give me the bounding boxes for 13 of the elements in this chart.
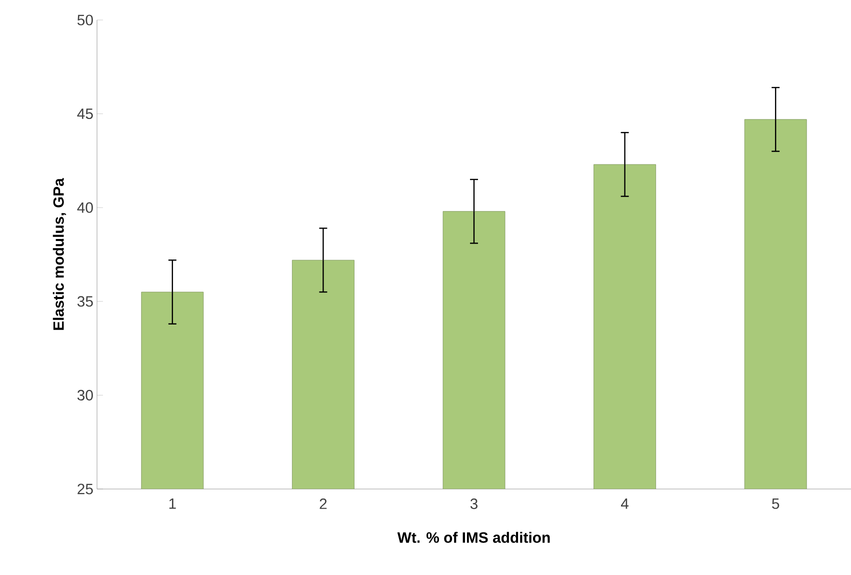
y-tick-label: 50	[77, 14, 93, 26]
y-tick-label: 30	[77, 390, 93, 400]
y-tick-label: 45	[77, 108, 93, 120]
y-tick-label: 35	[77, 296, 93, 307]
x-tick-label: 1	[169, 498, 176, 509]
x-axis-title: Wt. % of IMS addition	[397, 532, 550, 543]
x-tick-label: 4	[620, 498, 629, 509]
x-tick-label: 2	[320, 498, 327, 509]
x-tick-label: 3	[470, 498, 478, 510]
y-tick-label: 40	[77, 202, 93, 213]
y-axis-title: Elastic modulus, GPa	[52, 178, 66, 330]
x-tick-label: 5	[772, 498, 780, 509]
y-tick-label: 25	[78, 484, 93, 494]
